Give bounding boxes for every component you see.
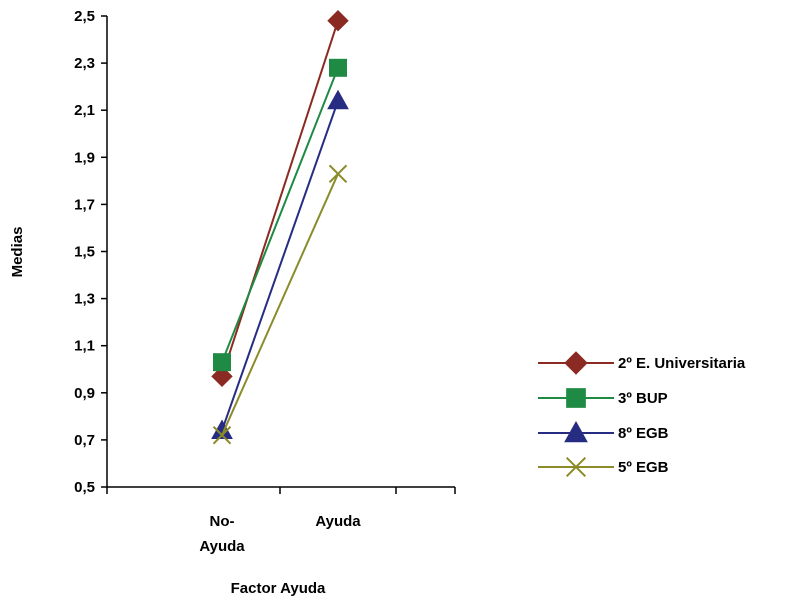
y-tick-label: 1,5 (74, 244, 95, 261)
series-line (221, 100, 339, 431)
legend-item: 3º BUP (538, 388, 668, 408)
y-tick-label: 2,5 (74, 8, 95, 25)
legend-label: 8º EGB (618, 425, 669, 442)
series-2 (211, 89, 349, 439)
data-point (213, 353, 231, 372)
series-group (211, 10, 349, 445)
y-tick-labels: 0,5 0,7 0,9 1,1 1,3 1,5 1,7 1,9 2,1 2,3 2,5 (74, 8, 95, 496)
x-tick-labels: No-Ayuda Ayuda (199, 513, 361, 555)
y-tick-label: 2,3 (74, 55, 95, 72)
legend-marker (564, 351, 588, 375)
x-tick-label: Ayuda (315, 513, 361, 530)
y-tick-label: 1,1 (74, 338, 95, 355)
y-tick-label: 0,7 (74, 432, 95, 449)
y-axis-label: Medias (9, 227, 26, 278)
series-3 (212, 164, 348, 445)
legend-item: 5º EGB (538, 456, 669, 478)
legend-marker (565, 456, 587, 478)
y-tick-label: 1,7 (74, 196, 95, 213)
series-line (221, 173, 339, 436)
series-line (221, 20, 339, 377)
legend-item: 2º E. Universitaria (538, 351, 746, 375)
data-point (212, 425, 232, 445)
data-point (328, 164, 348, 183)
series-line (221, 67, 339, 363)
y-tick-label: 1,9 (74, 149, 95, 166)
series-1 (213, 58, 347, 372)
y-tick-label: 0,5 (74, 479, 95, 496)
data-point (327, 89, 349, 110)
legend-label: 5º EGB (618, 459, 669, 476)
legend-item: 8º EGB (538, 420, 669, 443)
series-0 (211, 10, 349, 388)
y-tick-label: 1,3 (74, 291, 95, 308)
data-point (329, 58, 347, 77)
x-tick-label: No-Ayuda (199, 513, 245, 555)
legend-marker (564, 420, 588, 443)
legend-label: 3º BUP (618, 390, 668, 407)
y-tick-label: 2,1 (74, 102, 95, 119)
data-point (327, 10, 349, 32)
legend-marker (566, 388, 586, 408)
y-tick-label: 0,9 (74, 385, 95, 402)
x-axis-label: Factor Ayuda (231, 580, 326, 597)
legend-label: 2º E. Universitaria (618, 355, 746, 372)
axes (101, 15, 456, 494)
legend: 2º E. Universitaria 3º BUP 8º EGB 5º EGB (538, 351, 746, 478)
data-point (211, 365, 233, 388)
